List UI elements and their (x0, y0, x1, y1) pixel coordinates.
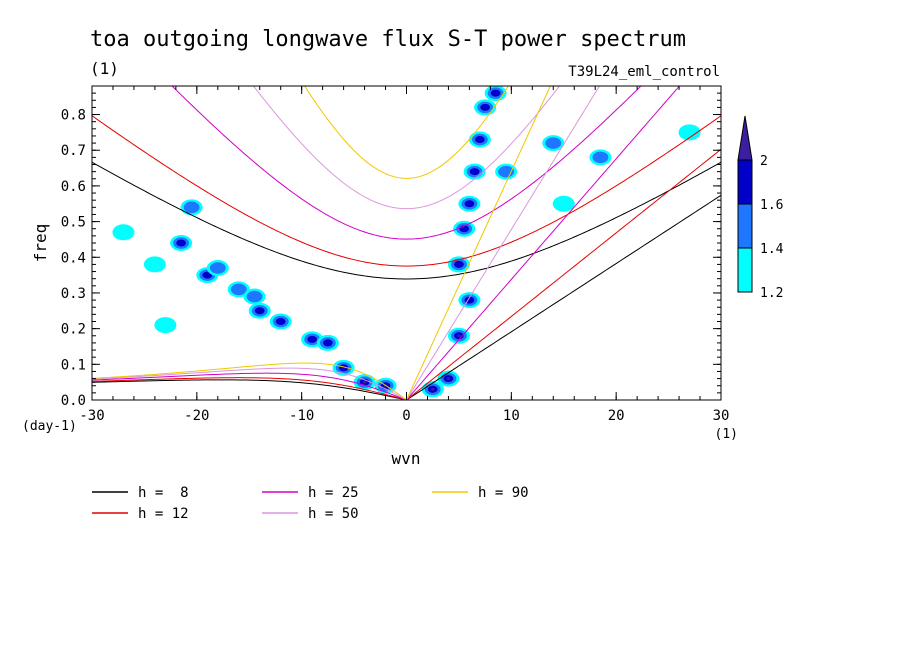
y-tick-label: 0.2 (61, 322, 86, 338)
rossby-curve (92, 362, 407, 400)
rossby-curve (92, 377, 407, 400)
y-axis-label: freq (31, 224, 50, 263)
colorbar-label: 1.4 (760, 242, 784, 257)
gravity-curve (92, 115, 721, 267)
rossby-curve (92, 379, 407, 400)
chart-title: toa outgoing longwave flux S-T power spe… (90, 27, 686, 52)
gravity-curve (304, 86, 509, 179)
x-tick-label: -10 (289, 408, 314, 424)
units-label: (1) (90, 59, 119, 78)
y-tick-label: 0.7 (61, 143, 86, 159)
power-contours (112, 86, 701, 398)
legend-label: h = 90 (478, 485, 529, 501)
x-unit-label: (1) (715, 427, 738, 442)
power-blob (480, 103, 490, 111)
axis-ticks: -30 -20 -10 0 10 20 30 0.0 0.1 0.2 0.3 0.4 0.5 0.6 0.7… (61, 86, 730, 424)
power-blob (592, 151, 609, 164)
rossby-curve (92, 367, 407, 400)
power-blob (457, 334, 461, 338)
y-tick-label: 0.4 (61, 250, 86, 266)
colorbar-segment (737, 203, 753, 249)
power-blob (176, 239, 186, 247)
y-tick-label: 0.3 (61, 286, 86, 302)
power-blob (112, 224, 135, 241)
power-blob (323, 339, 333, 347)
legend: h = 8 h = 12 h = 25 h = 50 h = 90 (92, 485, 529, 522)
kelvin-curve (406, 194, 721, 400)
power-blob (430, 388, 435, 391)
gravity-curve (92, 161, 721, 280)
power-blob (545, 137, 562, 149)
colorbar-label: 1.2 (760, 286, 783, 301)
gravity-curve (171, 86, 642, 240)
x-tick-label: 20 (608, 408, 625, 424)
legend-label: h = 25 (308, 485, 359, 501)
power-blob (275, 317, 286, 326)
power-blob (464, 200, 475, 208)
kelvin-curve (406, 148, 721, 400)
y-unit-label: (day-1) (22, 419, 77, 434)
x-tick-label: 10 (503, 408, 520, 424)
power-blob (475, 136, 485, 144)
chart-subtitle: T39L24_eml_control (568, 64, 720, 80)
colorbar-label: 1.6 (760, 198, 783, 213)
colorbar: 1.2 1.4 1.6 2 (737, 115, 784, 301)
power-blob (230, 283, 247, 296)
x-tick-label: 0 (402, 408, 410, 424)
colorbar-segment (737, 247, 753, 293)
power-blob (307, 335, 317, 343)
y-tick-label: 0.1 (61, 357, 86, 373)
x-tick-label: 30 (713, 408, 730, 424)
power-blob (469, 168, 480, 176)
gravity-curve (252, 86, 561, 210)
legend-label: h = 12 (138, 506, 189, 522)
power-blob (254, 307, 265, 315)
dispersion-curves (92, 86, 721, 400)
x-tick-label: -30 (79, 408, 104, 424)
y-tick-label: 0.6 (61, 179, 86, 195)
kelvin-curve (406, 86, 681, 400)
rossby-curve (92, 372, 407, 400)
power-blob (490, 89, 501, 97)
kelvin-curve (406, 86, 551, 400)
colorbar-label: 2 (760, 154, 768, 169)
y-tick-label: 0.0 (61, 393, 86, 409)
legend-label: h = 8 (138, 485, 189, 501)
power-blob (154, 317, 177, 334)
power-blob (183, 201, 200, 214)
power-blob (678, 124, 701, 141)
x-tick-label: -20 (184, 408, 209, 424)
power-blob (362, 380, 367, 384)
x-axis-label: wvn (392, 449, 421, 468)
power-blob (446, 377, 451, 380)
power-blob (209, 262, 226, 274)
power-blob (143, 256, 166, 273)
y-tick-label: 0.5 (61, 215, 86, 231)
y-tick-label: 0.8 (61, 108, 86, 124)
power-blob (454, 260, 464, 268)
power-blob (552, 195, 575, 212)
power-blob (246, 290, 263, 303)
legend-label: h = 50 (308, 506, 359, 522)
kelvin-curve (406, 86, 601, 400)
colorbar-segment (737, 159, 753, 205)
colorbar-extension (737, 115, 753, 161)
